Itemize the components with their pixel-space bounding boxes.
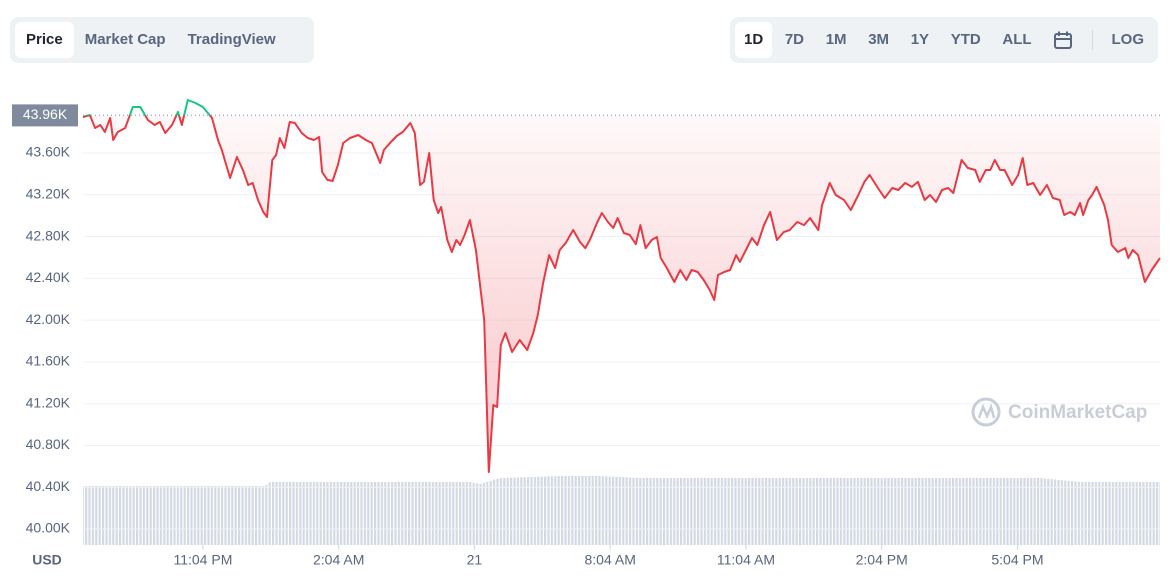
watermark-text: CoinMarketCap xyxy=(1008,402,1147,423)
calendar-icon xyxy=(1054,31,1073,49)
reference-label: 43.96K xyxy=(23,106,68,122)
watermark-logo xyxy=(971,397,1001,427)
x-tick-label: 11:04 PM xyxy=(173,552,232,568)
y-tick-label: 40.00K xyxy=(26,520,71,536)
reference-label-box xyxy=(12,104,78,127)
y-tick-label: 41.20K xyxy=(26,394,71,410)
watermark: CoinMarketCap xyxy=(971,397,1147,427)
x-tick-label: 11:04 AM xyxy=(717,552,775,568)
y-tick-label: 42.40K xyxy=(26,269,71,285)
tab[interactable]: Price xyxy=(15,22,74,58)
area-fill xyxy=(83,115,1160,472)
y-tick-label: 41.60K xyxy=(26,353,71,369)
range-group: 1D 7D 1M 3M 1Y YTD ALL LOG xyxy=(730,17,1158,63)
range-button[interactable]: 1D xyxy=(735,22,773,58)
y-tick-label: 40.40K xyxy=(26,478,71,494)
range-button[interactable]: YTD xyxy=(950,31,981,48)
y-tick-label: 42.80K xyxy=(26,227,71,243)
x-tick-label: 2:04 AM xyxy=(313,552,364,568)
tab[interactable]: Market Cap xyxy=(84,31,166,48)
y-tick-label: 43.60K xyxy=(26,144,71,160)
x-tick-label: 2:04 PM xyxy=(856,552,908,568)
y-tick-label: 42.00K xyxy=(26,311,71,327)
x-tick-label: 8:04 AM xyxy=(584,552,635,568)
tab-group: Price Market Cap TradingView xyxy=(10,17,314,63)
price-line xyxy=(82,99,1161,473)
x-tick-label: 5:04 PM xyxy=(991,552,1043,568)
range-button[interactable]: 7D xyxy=(784,31,805,48)
y-tick-label: 40.80K xyxy=(26,436,71,452)
range-button[interactable]: 3M xyxy=(868,31,890,48)
tab[interactable]: TradingView xyxy=(187,31,276,48)
separator xyxy=(1091,30,1093,50)
x-tick-label: 21 xyxy=(467,552,483,568)
range-button[interactable]: ALL xyxy=(1002,31,1032,48)
calendar-button[interactable] xyxy=(1044,22,1082,58)
watermark-logo xyxy=(977,403,996,420)
volume-bars xyxy=(83,476,1160,545)
log-button[interactable]: LOG xyxy=(1111,31,1145,48)
y-tick-label: 43.20K xyxy=(26,185,71,201)
range-button[interactable]: 1M xyxy=(825,31,847,48)
range-button[interactable]: 1Y xyxy=(910,31,930,48)
y-axis-unit: USD xyxy=(32,552,62,568)
